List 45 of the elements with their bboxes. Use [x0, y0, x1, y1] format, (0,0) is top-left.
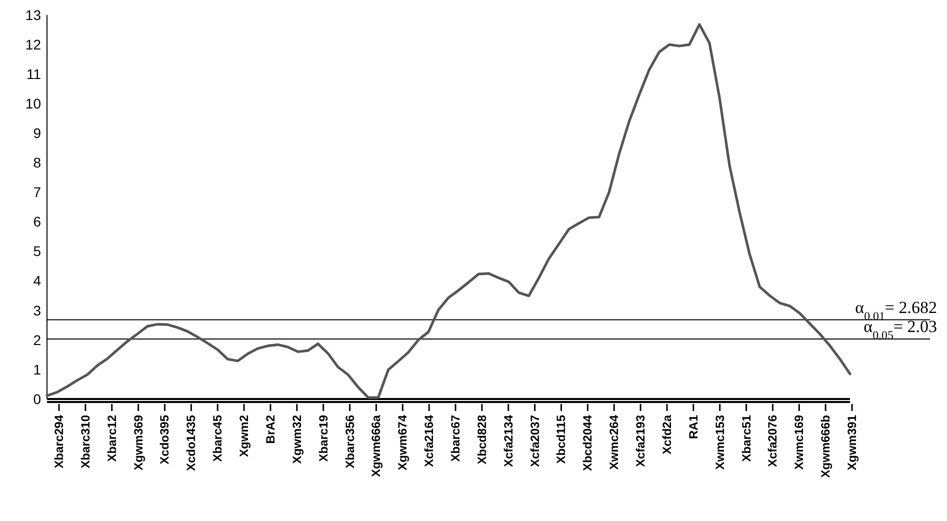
y-tick-label: 12 — [25, 36, 42, 52]
text: RA1 — [686, 414, 700, 440]
text: Xbarc310 — [78, 414, 92, 468]
text: Xbarc294 — [52, 414, 66, 468]
text: Xbarc19 — [316, 414, 330, 462]
y-tick-label: 11 — [26, 66, 42, 82]
y-tick-label: 9 — [33, 125, 42, 142]
y-tick-label: 5 — [33, 243, 42, 260]
y-tick-label: 3 — [33, 302, 42, 318]
text: Xgwm674 — [396, 414, 410, 470]
text: Xbarc51 — [739, 414, 754, 462]
text: Xbcd2044 — [580, 414, 595, 472]
y-tick-label: 2 — [33, 332, 42, 348]
y-tick-label: 4 — [33, 272, 42, 289]
text: Xcdo1435 — [184, 414, 198, 472]
y-tick-label: 10 — [25, 96, 42, 112]
text: Xgwm666b — [818, 415, 833, 478]
text: Xwmc153 — [712, 414, 727, 470]
text: Xcfa2134 — [501, 414, 516, 468]
text: Xbcd115 — [554, 414, 568, 464]
text: Xgwm2 — [237, 414, 252, 458]
text: Xcfa2037 — [528, 414, 542, 468]
text: Xcdo395 — [158, 414, 172, 464]
text: Xbarc67 — [448, 414, 462, 462]
text: BrA2 — [263, 414, 278, 444]
text: Xbarc356 — [342, 414, 357, 468]
y-tick-label: 1 — [33, 361, 42, 378]
text: Xcfa2164 — [422, 414, 436, 468]
text: Xgwm32 — [290, 414, 304, 464]
text: Xwmc264 — [607, 414, 622, 470]
y-tick-label: 0 — [33, 390, 42, 407]
text: Xgwm666a — [369, 414, 384, 478]
text: Xbcd828 — [474, 414, 489, 464]
text: Xwmc169 — [792, 414, 806, 470]
text: Xcfa2076 — [766, 414, 780, 468]
text: Xcfd2a — [660, 414, 674, 454]
y-tick-label: 13 — [25, 6, 42, 23]
text: Xbarc45 — [210, 414, 225, 462]
text: Xgwm391 — [845, 414, 859, 470]
text: Xgwm369 — [131, 414, 146, 470]
y-tick-label: 6 — [33, 214, 42, 230]
text: Xbarc12 — [104, 414, 119, 462]
y-tick-label: 7 — [33, 184, 42, 200]
text: Xcfa2193 — [634, 414, 648, 468]
y-tick-label: 8 — [33, 154, 42, 171]
